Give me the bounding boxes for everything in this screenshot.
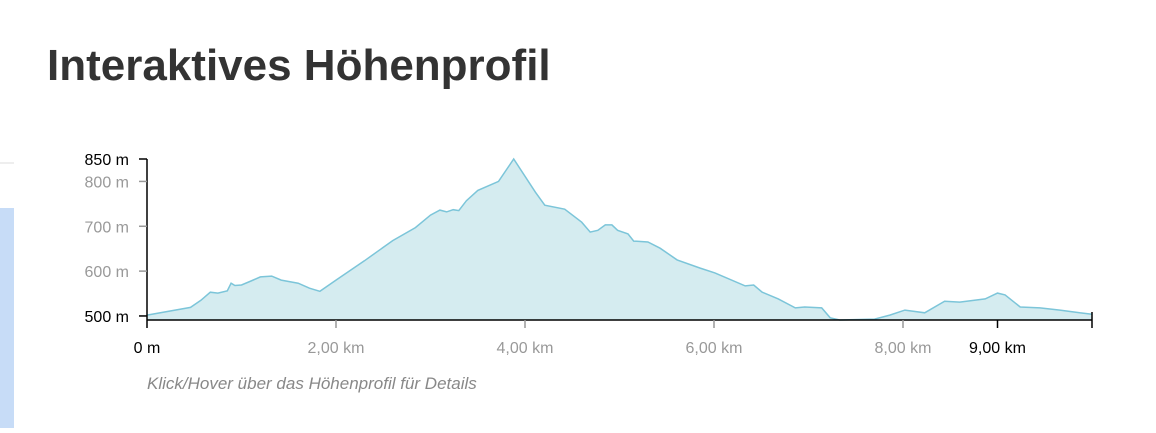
x-tick-label: 2,00 km bbox=[308, 340, 365, 357]
x-tick-label: 6,00 km bbox=[686, 340, 743, 357]
y-tick-label: 500 m bbox=[85, 309, 129, 326]
elevation-line bbox=[146, 157, 1093, 321]
x-tick-label: 4,00 km bbox=[497, 340, 554, 357]
side-bar bbox=[0, 208, 14, 428]
x-tick-label: 0 m bbox=[134, 340, 161, 357]
y-tick-label: 700 m bbox=[85, 219, 129, 236]
page-title: Interaktives Höhenprofil bbox=[47, 41, 551, 90]
y-tick-label: 800 m bbox=[85, 174, 129, 191]
y-tick-label: 600 m bbox=[85, 264, 129, 281]
x-tick-label: 8,00 km bbox=[875, 340, 932, 357]
area-fill bbox=[147, 159, 1092, 320]
y-tick-label: 850 m bbox=[85, 152, 129, 169]
x-tick-label: 9,00 km bbox=[969, 340, 1026, 357]
chart-note: Klick/Hover über das Höhenprofil für Det… bbox=[147, 374, 477, 393]
